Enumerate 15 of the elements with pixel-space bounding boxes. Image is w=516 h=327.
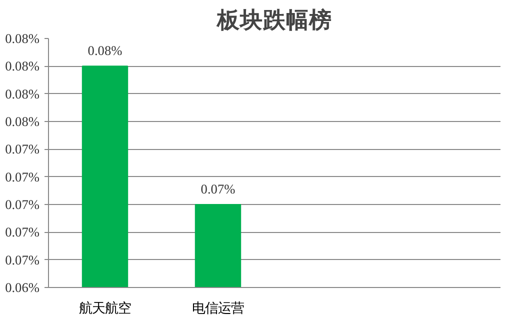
x-tick-label: 航天航空 bbox=[79, 302, 131, 316]
chart-title: 板块跌幅榜 bbox=[216, 8, 332, 34]
y-tick-label: 0.07% bbox=[5, 142, 40, 157]
y-tick-label: 0.07% bbox=[5, 224, 40, 240]
y-tick-label: 0.06% bbox=[5, 280, 40, 295]
y-tick-label: 0.08% bbox=[5, 58, 40, 74]
y-tick-label: 0.07% bbox=[5, 169, 40, 184]
x-tick-label: 电信运营 bbox=[192, 302, 244, 316]
y-tick-label: 0.07% bbox=[5, 252, 40, 268]
data-label: 0.07% bbox=[200, 182, 236, 196]
data-label: 0.08% bbox=[88, 43, 122, 58]
y-tick-label: 0.08% bbox=[5, 114, 40, 129]
y-tick-label: 0.08% bbox=[5, 86, 40, 102]
y-tick-label: 0.08% bbox=[5, 31, 40, 46]
y-tick-label: 0.07% bbox=[5, 197, 40, 212]
